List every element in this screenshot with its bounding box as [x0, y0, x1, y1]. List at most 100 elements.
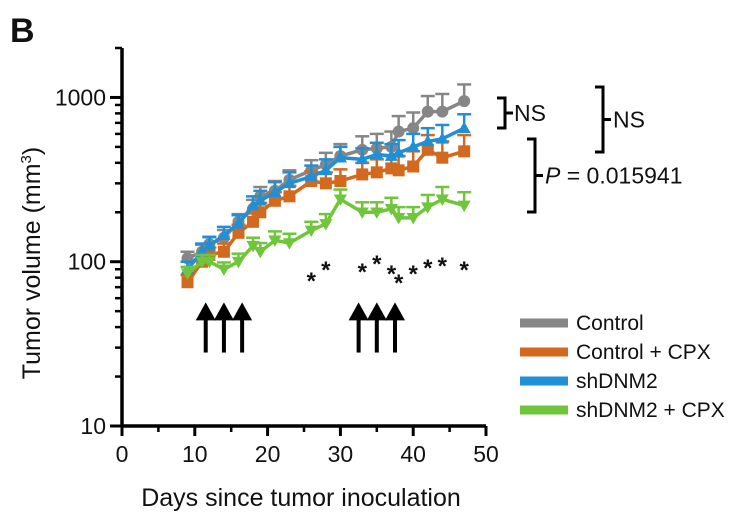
bracket-ns-inner: NS: [497, 96, 546, 130]
data-layer: [180, 83, 472, 289]
legend-item-control-cpx: Control + CPX: [520, 341, 711, 364]
y-tick-label: 10: [80, 413, 106, 439]
significance-star: *: [307, 268, 317, 295]
data-point: [436, 105, 449, 118]
data-point: [457, 121, 471, 133]
data-point: [247, 215, 260, 228]
treatment-arrow: [213, 302, 234, 353]
bracket-ns-outer: NS: [595, 85, 645, 154]
treatment-arrow: [385, 302, 405, 353]
legend-label: shDNM2 + CPX: [576, 399, 725, 422]
data-point: [268, 185, 282, 197]
data-point: [370, 166, 383, 179]
data-point: [333, 194, 347, 206]
x-tick-label: 0: [116, 441, 129, 467]
bracket-p-value: P = 0.015941: [527, 137, 683, 214]
data-point: [253, 194, 267, 206]
data-point: [334, 175, 347, 188]
significance-star: *: [387, 261, 397, 288]
data-point: [232, 226, 245, 239]
significance-star: *: [423, 255, 433, 282]
data-point: [421, 134, 435, 147]
data-point: [421, 143, 434, 156]
data-point: [282, 176, 297, 189]
data-point: [282, 238, 297, 250]
bracket-line: [497, 96, 507, 130]
data-point: [421, 202, 435, 214]
data-point: [319, 177, 332, 190]
legend-item-shdnm2-cpx: shDNM2 + CPX: [520, 399, 725, 422]
data-point: [392, 125, 405, 138]
data-point: [333, 151, 347, 163]
significance-star: *: [394, 270, 404, 297]
significance-star: *: [409, 261, 419, 288]
x-tick-label: 30: [328, 441, 354, 467]
data-point: [217, 228, 231, 241]
data-point: [370, 207, 384, 219]
data-point: [435, 194, 449, 206]
x-tick-label: 10: [182, 441, 208, 467]
annotation-p-value: P = 0.015941: [545, 163, 683, 189]
data-point: [181, 276, 194, 289]
annotation-p-text: = 0.015941: [560, 163, 682, 189]
arrow-head: [385, 302, 405, 321]
arrow-head: [366, 302, 387, 321]
x-tick-label: 50: [473, 441, 499, 467]
arrow-head: [195, 302, 216, 321]
y-axis-title-text: Tumor volume (mm: [18, 163, 46, 379]
legend-label: Control + CPX: [576, 341, 711, 364]
data-point: [458, 145, 471, 158]
arrow-head: [232, 302, 253, 321]
treatment-arrow: [195, 302, 216, 353]
data-point: [458, 95, 471, 108]
data-point: [231, 217, 246, 229]
data-point: [246, 241, 260, 253]
annotation-ns-inner: NS: [514, 100, 546, 126]
bracket-line: [527, 137, 537, 214]
data-point: [384, 203, 398, 216]
axes: 0 10 20 30 40 50 10 100 1000: [55, 46, 499, 467]
series-shdnm2-cpx: [180, 185, 472, 280]
annotation-p-symbol: P: [545, 163, 561, 189]
data-point: [319, 163, 333, 176]
comparison-brackets: NS NS P = 0.015941: [497, 85, 683, 214]
data-point: [392, 213, 406, 225]
legend-item-shdnm2: shDNM2: [520, 370, 658, 393]
significance-star: *: [438, 253, 448, 280]
data-point: [406, 140, 420, 152]
data-point: [253, 246, 267, 259]
data-point: [355, 207, 369, 219]
data-point: [421, 105, 434, 118]
data-point: [268, 235, 282, 247]
data-point: [202, 256, 216, 269]
arrow-head: [348, 302, 369, 321]
data-point: [392, 146, 406, 158]
y-axis-title-sup: 3: [18, 155, 35, 163]
data-point: [436, 151, 449, 164]
legend-label: shDNM2: [576, 370, 658, 393]
data-point: [268, 194, 281, 207]
x-axis-title: Days since tumor inoculation: [141, 484, 461, 512]
data-point: [435, 132, 449, 144]
data-point: [407, 122, 420, 135]
data-point: [407, 160, 420, 173]
data-point: [319, 219, 333, 231]
data-point: [246, 198, 260, 211]
data-point: [304, 225, 318, 238]
bracket-line: [595, 85, 605, 154]
data-point: [202, 239, 216, 251]
y-axis-title: Tumor volume (mm3): [18, 147, 46, 379]
data-point: [370, 147, 384, 160]
treatment-arrow: [348, 302, 369, 353]
annotation-ns-outer: NS: [613, 107, 645, 133]
arrow-head: [213, 302, 234, 321]
significance-star: *: [321, 257, 331, 284]
data-point: [406, 213, 420, 225]
legend-label: Control: [576, 312, 644, 335]
significance-star: *: [372, 251, 382, 278]
treatment-arrow: [232, 302, 253, 353]
panel-label: B: [10, 12, 35, 50]
x-tick-label: 20: [255, 441, 281, 467]
significance-star: *: [459, 257, 469, 284]
